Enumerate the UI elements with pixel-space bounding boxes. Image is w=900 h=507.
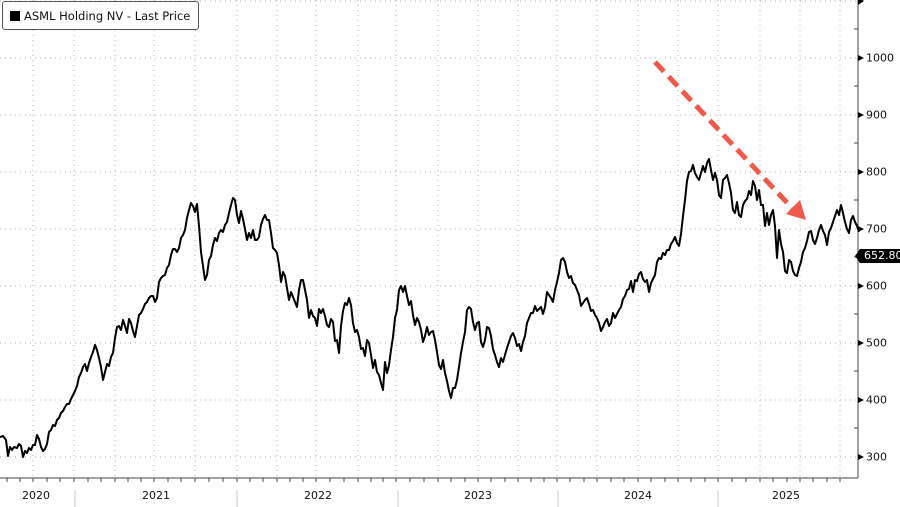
chart-legend: ASML Holding NV - Last Price — [2, 1, 200, 30]
horizontal-gridlines — [0, 0, 858, 458]
x-axis-minor-ticks — [6, 478, 841, 482]
x-axis — [0, 477, 858, 507]
x-tick-2025: 2025 — [772, 489, 800, 502]
x-tick-2023: 2023 — [464, 489, 492, 502]
y-axis — [854, 0, 859, 478]
y-tick-700: 700 — [866, 222, 887, 236]
legend-label: ASML Holding NV - Last Price — [24, 8, 191, 23]
y-tick-500: 500 — [866, 336, 887, 350]
y-axis-tick-markers — [858, 0, 864, 460]
y-tick-900: 900 — [866, 108, 887, 122]
y-tick-600: 600 — [866, 279, 887, 293]
x-tick-2024: 2024 — [624, 489, 652, 502]
price-line — [0, 158, 860, 458]
y-tick-800: 800 — [866, 165, 887, 179]
y-tick-300: 300 — [866, 450, 887, 464]
legend-swatch-icon — [10, 10, 20, 21]
downtrend-arrow-annotation — [653, 60, 806, 220]
arrow-head-icon — [786, 200, 806, 220]
x-tick-2022: 2022 — [304, 489, 332, 502]
x-tick-2020: 2020 — [22, 489, 50, 502]
last-price-badge: 652.80 — [855, 249, 900, 263]
vertical-gridlines — [32, 0, 841, 476]
y-tick-1000: 1000 — [866, 51, 894, 65]
x-tick-2021: 2021 — [142, 489, 170, 502]
y-tick-400: 400 — [866, 393, 887, 407]
